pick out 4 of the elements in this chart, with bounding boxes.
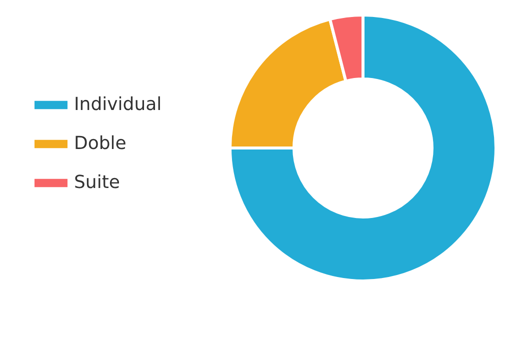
- legend-label: Doble: [74, 133, 126, 154]
- legend-label: Suite: [74, 172, 120, 193]
- legend-label: Individual: [74, 94, 162, 115]
- donut-slice: [228, 14, 498, 282]
